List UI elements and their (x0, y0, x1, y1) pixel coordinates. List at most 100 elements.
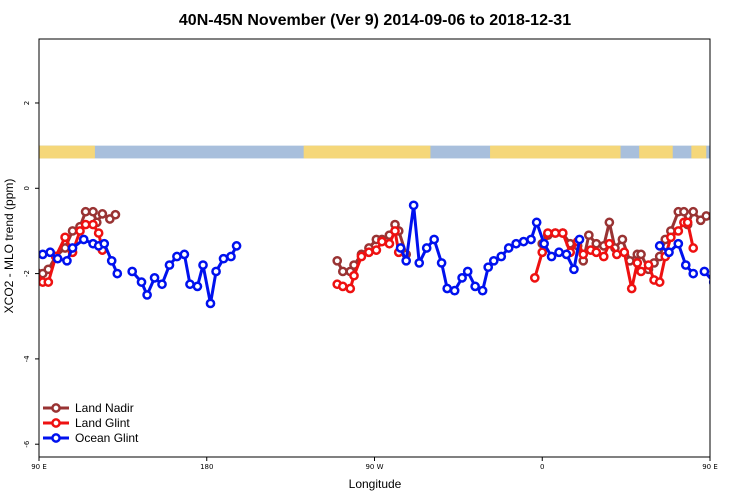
data-point-ocean-glint (477, 285, 488, 296)
data-point-ocean-glint (511, 238, 522, 249)
legend-label: Land Nadir (75, 401, 134, 415)
data-point-ocean-glint (414, 258, 425, 268)
data-point-ocean-glint (99, 238, 110, 249)
data-point-land-glint (578, 249, 589, 260)
data-point-land-nadir (591, 238, 602, 249)
land-band (490, 145, 621, 159)
data-point-land-glint (688, 243, 699, 253)
data-point-ocean-glint (112, 268, 123, 279)
data-point-land-nadir (701, 211, 710, 221)
data-point-ocean-glint (179, 249, 190, 260)
data-point-land-glint (529, 273, 540, 283)
data-point-ocean-glint (429, 234, 439, 245)
legend-label: Ocean Glint (75, 431, 139, 445)
data-point-land-glint (43, 277, 54, 287)
data-point-ocean-glint (462, 266, 473, 277)
data-point-ocean-glint (395, 243, 406, 253)
data-point-land-glint (542, 228, 553, 238)
series-line-ocean-glint (703, 270, 710, 281)
data-point-land-nadir (88, 206, 98, 217)
data-point-ocean-glint (518, 236, 529, 247)
y-tick-label: -6 (23, 440, 31, 448)
data-point-ocean-glint (421, 243, 432, 253)
data-point-land-nadir (679, 206, 689, 217)
legend-swatch-marker (51, 403, 61, 413)
data-point-land-glint (60, 232, 70, 243)
data-point-land-nadir (30, 261, 37, 268)
data-point-land-glint (666, 232, 676, 243)
series-land-glint (30, 217, 699, 294)
data-point-land-glint (673, 226, 684, 236)
data-point-ocean-glint (496, 251, 507, 262)
x-tick-label: 90 W (365, 463, 383, 471)
data-point-ocean-glint (164, 260, 175, 270)
data-point-ocean-glint (52, 253, 63, 264)
data-point-land-glint (636, 266, 646, 277)
data-point-land-nadir (617, 234, 628, 245)
y-axis: 2 0 -2 -4 -6 (23, 101, 39, 448)
x-tick-label: 0 (540, 463, 544, 471)
data-point-ocean-glint (574, 234, 585, 245)
data-point-ocean-glint (699, 266, 710, 277)
data-point-land-nadir (583, 230, 594, 241)
data-point-land-glint (643, 260, 654, 270)
data-point-land-nadir (97, 209, 108, 219)
data-point-ocean-glint (554, 247, 564, 258)
data-point-land-glint (337, 281, 348, 292)
data-point-land-glint (598, 251, 609, 262)
data-point-ocean-glint (408, 200, 419, 211)
series-line-ocean-glint (131, 245, 238, 305)
data-point-land-nadir (604, 217, 615, 228)
data-point-land-glint (619, 247, 630, 258)
data-point-ocean-glint (192, 281, 203, 292)
data-point-land-glint (632, 258, 643, 268)
data-point-ocean-glint (172, 251, 182, 262)
data-point-land-nadir (636, 249, 646, 260)
data-point-ocean-glint (488, 255, 499, 266)
data-point-ocean-glint (725, 274, 732, 281)
data-point-ocean-glint (218, 253, 229, 264)
data-point-land-glint (377, 236, 387, 247)
data-point-ocean-glint (39, 249, 48, 260)
data-point-ocean-glint (539, 238, 549, 249)
data-point-land-glint (384, 238, 395, 249)
data-point-land-nadir (80, 206, 91, 217)
data-point-ocean-glint (78, 234, 89, 245)
data-point-land-glint (30, 264, 37, 271)
data-point-land-glint (349, 270, 359, 281)
data-point-land-glint (356, 251, 367, 262)
data-point-ocean-glint (231, 241, 242, 251)
data-point-ocean-glint (157, 279, 167, 290)
y-tick-label: -4 (23, 355, 31, 363)
data-point-land-glint (557, 228, 568, 238)
data-point-ocean-glint (136, 277, 147, 287)
data-point-ocean-glint (185, 279, 195, 290)
data-point-ocean-glint (680, 260, 691, 270)
data-point-ocean-glint (198, 260, 208, 270)
data-point-land-nadir (110, 209, 121, 220)
data-point-ocean-glint (436, 258, 447, 268)
data-point-land-glint (682, 217, 693, 228)
data-point-ocean-glint (654, 241, 665, 251)
data-point-land-glint (390, 226, 400, 236)
data-point-land-glint (604, 238, 615, 249)
data-point-land-glint (371, 245, 382, 255)
land-band (639, 145, 673, 159)
data-point-land-glint (364, 247, 374, 258)
data-point-land-glint (654, 277, 665, 287)
legend-swatch-marker (51, 418, 61, 428)
data-point-ocean-glint (226, 251, 236, 262)
series-ocean-glint (39, 200, 732, 309)
data-point-ocean-glint (546, 251, 557, 262)
y-tick-label: -2 (23, 270, 31, 277)
data-point-ocean-glint (531, 217, 542, 228)
data-point-ocean-glint (67, 243, 78, 253)
data-point-land-nadir (332, 255, 343, 266)
series-layer (30, 200, 732, 309)
data-point-ocean-glint (718, 291, 725, 298)
data-point-ocean-glint (673, 238, 684, 249)
data-point-land-glint (591, 247, 602, 258)
data-point-ocean-glint (470, 281, 480, 292)
